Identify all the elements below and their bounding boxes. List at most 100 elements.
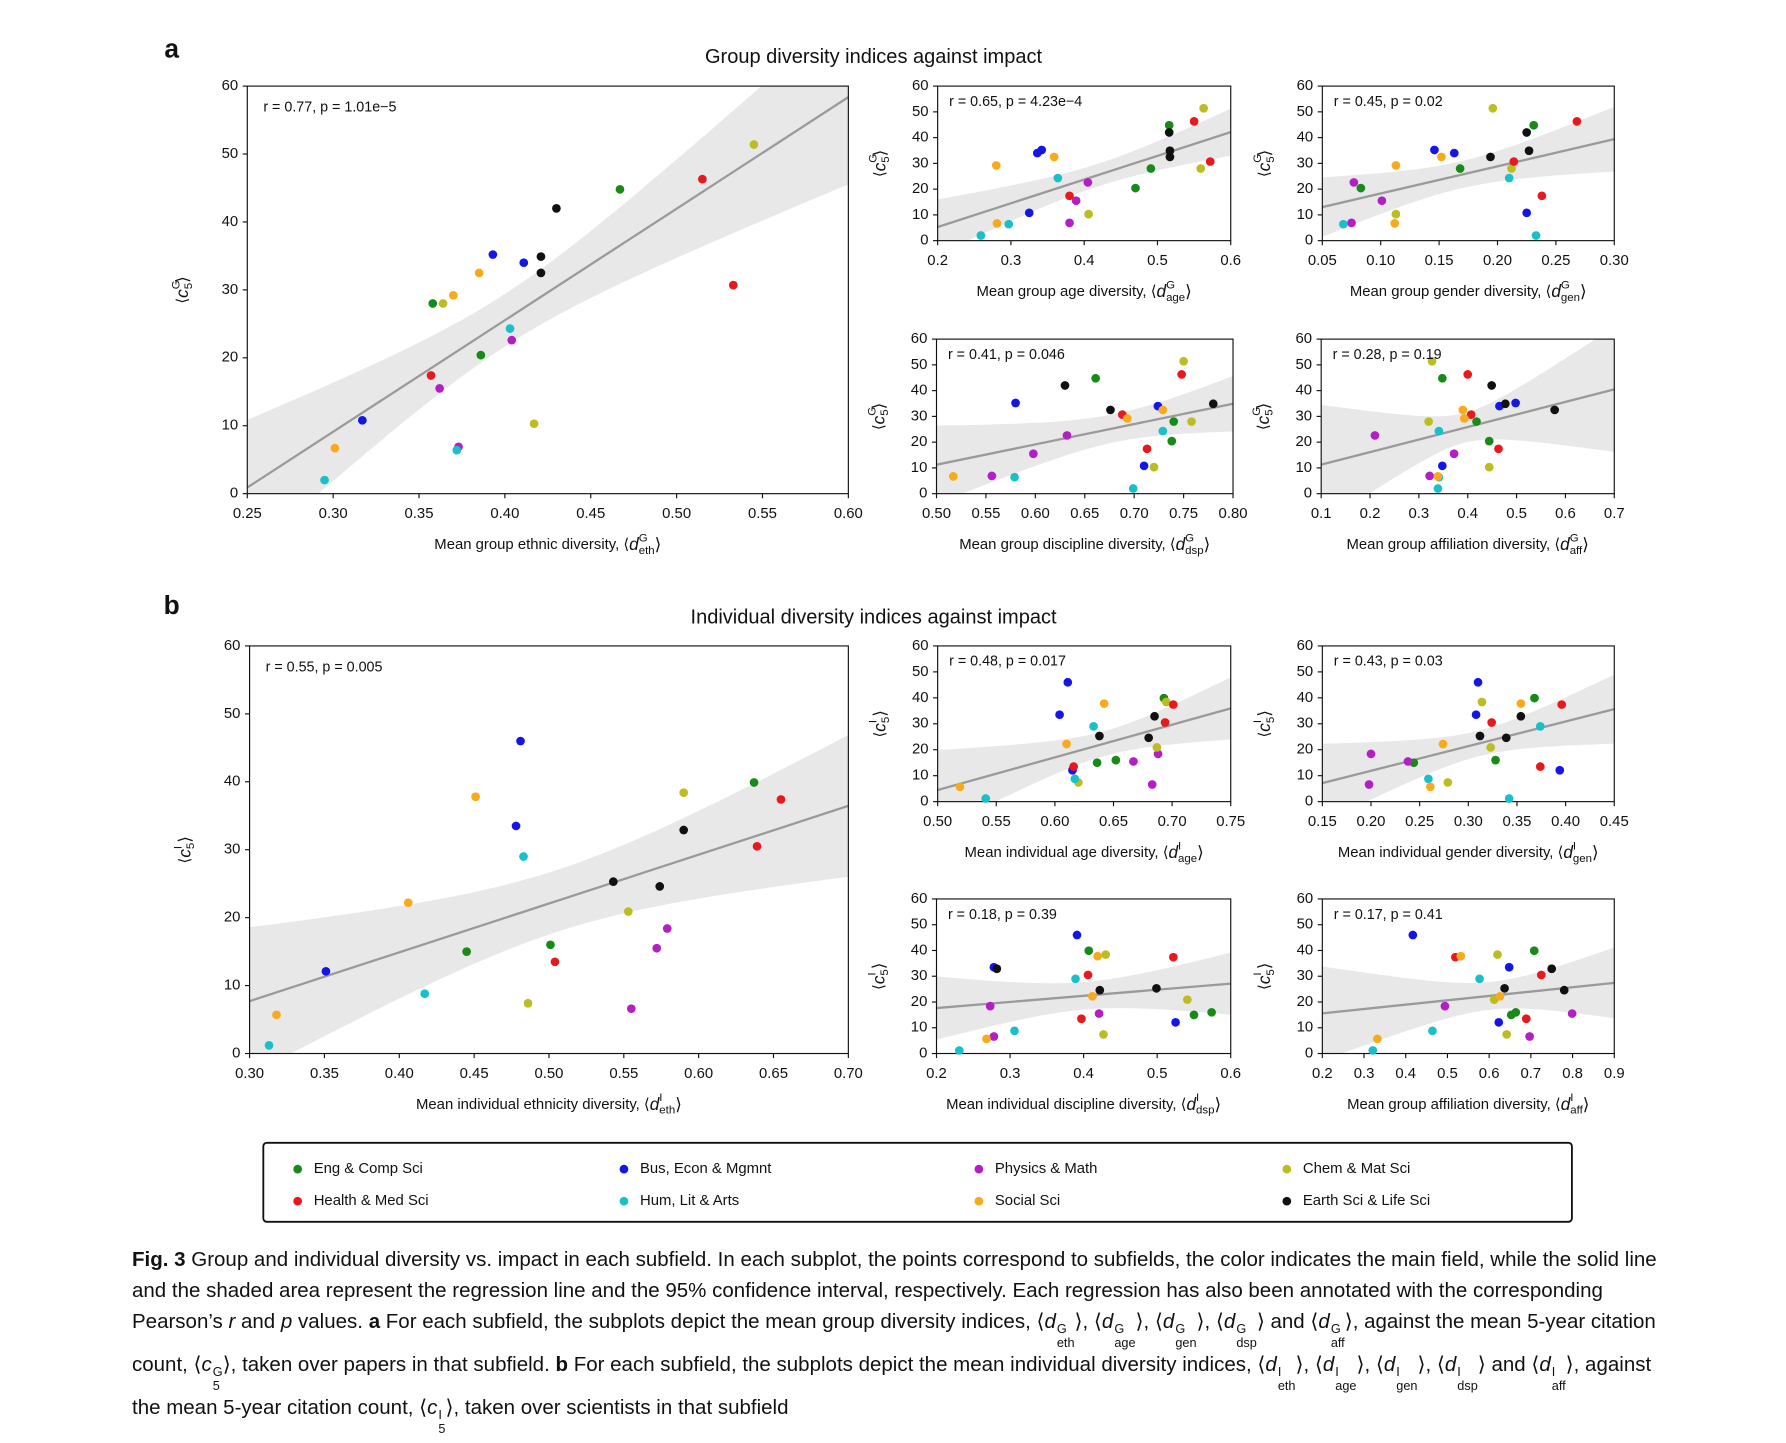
point (1199, 103, 1208, 113)
x-tick-label: 0.2 (926, 1066, 947, 1082)
symbol-sub: eth (1056, 1334, 1075, 1350)
point (1069, 762, 1078, 771)
symbol-sub: aff (1551, 1377, 1566, 1393)
x-tick-label: 0.4 (1074, 253, 1095, 269)
y-tick-label: 40 (912, 130, 929, 146)
point (1366, 749, 1376, 759)
symbol-sup: I (1335, 1364, 1339, 1380)
label-sup: I (1252, 720, 1264, 723)
label-text: Mean individual ethnicity diversity, ⟨ (416, 1097, 650, 1113)
point (435, 384, 444, 393)
y-tick-label: 50 (1297, 664, 1314, 680)
point (1111, 755, 1121, 765)
point (1084, 946, 1094, 956)
label-symbol: d (1560, 534, 1570, 554)
point (1525, 1032, 1534, 1041)
symbol-base: d (1322, 1352, 1335, 1376)
point (948, 472, 958, 481)
point (1055, 710, 1064, 720)
x-axis-label: Mean individual discipline diversity, ⟨d… (946, 1092, 1221, 1117)
x-axis-label: Mean individual age diversity, ⟨dI age⟩ (965, 840, 1204, 865)
y-tick-label: 0 (1304, 486, 1312, 502)
label-text: ⟨ (871, 984, 887, 990)
symbol-base: c (201, 1352, 212, 1376)
label-sub: aff (1570, 1105, 1583, 1117)
label-symbol: c (1252, 415, 1272, 424)
point (1089, 722, 1098, 731)
point (1177, 370, 1186, 379)
stat-annotation: r = 0.65, p = 4.23e−4 (949, 94, 1082, 110)
confidence-band (1322, 106, 1615, 237)
x-tick-label: 0.25 (1405, 814, 1434, 830)
point (1509, 157, 1519, 166)
point (1152, 983, 1161, 993)
label-sup: G (1561, 279, 1570, 291)
x-tick-label: 0.4 (1395, 1066, 1416, 1082)
label-sub: 5 (1265, 156, 1277, 162)
x-tick-label: 0.25 (233, 506, 262, 522)
y-tick-label: 0 (232, 1045, 240, 1061)
caption: Fig. 3 Group and individual diversity vs… (132, 1244, 1666, 1435)
label-close: ⟩ (1185, 281, 1192, 301)
x-tick-label: 0.20 (1483, 253, 1512, 269)
point (1459, 414, 1469, 423)
y-tick-label: 40 (224, 774, 241, 790)
label-sub: 5 (880, 156, 892, 162)
label-sub: 5 (879, 409, 891, 415)
label-sub: age (1166, 292, 1185, 304)
y-tick-label: 50 (911, 357, 928, 373)
point (1144, 733, 1154, 743)
point (1368, 1046, 1378, 1055)
label-close: ⟩ (1197, 842, 1204, 862)
x-axis-label: Mean group affiliation diversity, ⟨dI aff… (1347, 1092, 1589, 1117)
y-tick-label: 30 (1297, 968, 1314, 984)
caption-text: ⟩, ⟨ (1417, 1352, 1445, 1376)
symbol-sub: gen (1175, 1334, 1197, 1350)
x-tick-label: 0.15 (1425, 253, 1454, 269)
label-sub: 5 (185, 843, 197, 849)
legend-label: Social Sci (995, 1193, 1060, 1209)
point (552, 204, 561, 213)
label-text: ⟨ (871, 424, 887, 430)
point (623, 907, 633, 916)
point (1347, 218, 1356, 228)
regression-line (937, 131, 1231, 229)
caption-text: r (228, 1310, 236, 1333)
x-tick-label: 0.55 (609, 1066, 638, 1082)
x-tick-label: 0.80 (1219, 506, 1248, 522)
point (474, 268, 484, 278)
x-axis-label: Mean group affiliation diversity, ⟨dG aff… (1347, 532, 1589, 557)
symbol-base: d (1265, 1352, 1277, 1376)
regression-line (936, 402, 1234, 466)
point (1456, 951, 1466, 961)
point (1062, 431, 1072, 440)
label-symbol: d (1169, 842, 1179, 862)
x-tick-label: 0.6 (1220, 253, 1241, 269)
y-tick-label: 50 (912, 664, 929, 680)
point (1189, 117, 1199, 126)
label-sub: 5 (880, 717, 892, 723)
point (471, 792, 480, 802)
point (1072, 930, 1082, 940)
x-tick-label: 0.40 (385, 1066, 414, 1082)
y-tick-label: 30 (224, 842, 241, 858)
point (1531, 231, 1541, 240)
caption-text: ⟩, ⟨ (1074, 1310, 1102, 1333)
point (1471, 710, 1481, 720)
x-tick-label: 0.40 (490, 506, 519, 522)
point (615, 184, 625, 194)
point (1535, 722, 1545, 731)
x-tick-label: 0.7 (1521, 1066, 1542, 1082)
x-tick-label: 0.50 (534, 1066, 563, 1082)
label-close: ⟩ (1580, 281, 1587, 301)
symbol-sup: I (1277, 1364, 1282, 1380)
caption-text: ⟩, against the mean 5-year citation coun… (132, 1352, 1652, 1419)
legend-label: Physics & Math (995, 1161, 1098, 1177)
y-tick-label: 50 (224, 706, 241, 722)
point (1161, 697, 1171, 707)
